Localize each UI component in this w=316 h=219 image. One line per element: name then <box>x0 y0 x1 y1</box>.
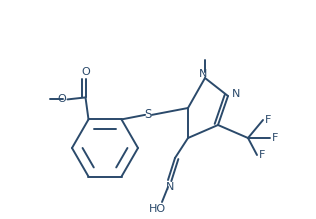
Text: F: F <box>272 133 278 143</box>
Text: F: F <box>265 115 271 125</box>
Text: N: N <box>199 69 207 79</box>
Text: S: S <box>144 108 152 121</box>
Text: HO: HO <box>149 204 166 214</box>
Text: N: N <box>166 182 174 192</box>
Text: O: O <box>57 94 66 104</box>
Text: F: F <box>259 150 265 160</box>
Text: O: O <box>81 67 90 78</box>
Text: N: N <box>232 89 240 99</box>
